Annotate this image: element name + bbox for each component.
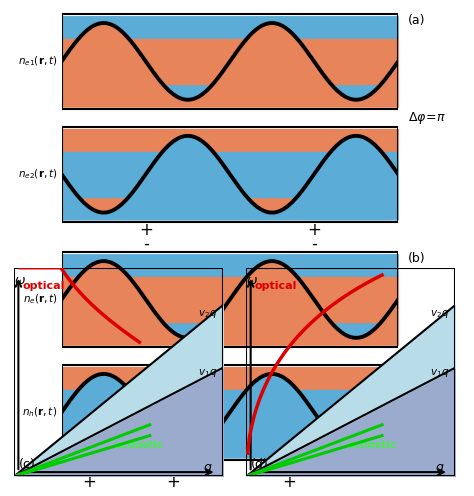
Text: +: + [166,473,181,491]
Text: $\Delta\varphi\!=\!0$: $\Delta\varphi\!=\!0$ [408,348,445,364]
Text: -: - [143,235,149,253]
Text: (b): (b) [408,252,425,265]
Text: $\Delta\varphi\!=\!\pi$: $\Delta\varphi\!=\!\pi$ [408,110,445,126]
Text: $n_{e2}(\mathbf{r},t)$: $n_{e2}(\mathbf{r},t)$ [18,168,58,181]
Text: $n_{e1}(\mathbf{r},t)$: $n_{e1}(\mathbf{r},t)$ [18,55,58,68]
Text: (a): (a) [408,14,425,27]
Text: $n_e(\mathbf{r},t)$: $n_e(\mathbf{r},t)$ [23,293,58,306]
Text: -: - [311,235,317,253]
Text: optical: optical [23,281,65,291]
Text: (c): (c) [18,458,35,471]
Text: $v_2 q$: $v_2 q$ [430,308,449,319]
Text: (d): (d) [251,458,268,471]
Text: +: + [139,221,153,239]
Text: +: + [307,221,321,239]
Text: $v_2 q$: $v_2 q$ [198,308,217,319]
Text: $q$: $q$ [435,462,445,476]
Text: $\omega$: $\omega$ [246,274,258,287]
Text: $v_1 q$: $v_1 q$ [430,367,449,379]
Text: $v_1 q$: $v_1 q$ [198,367,217,379]
Text: $n_h(\mathbf{r},t)$: $n_h(\mathbf{r},t)$ [22,406,58,419]
Text: $q$: $q$ [203,462,212,476]
Text: acoustic: acoustic [347,440,396,450]
Text: $\omega$: $\omega$ [14,274,26,287]
Text: optical: optical [255,281,297,291]
Text: +: + [82,473,96,491]
Text: acoustic: acoustic [115,440,164,450]
Text: +: + [282,473,296,491]
